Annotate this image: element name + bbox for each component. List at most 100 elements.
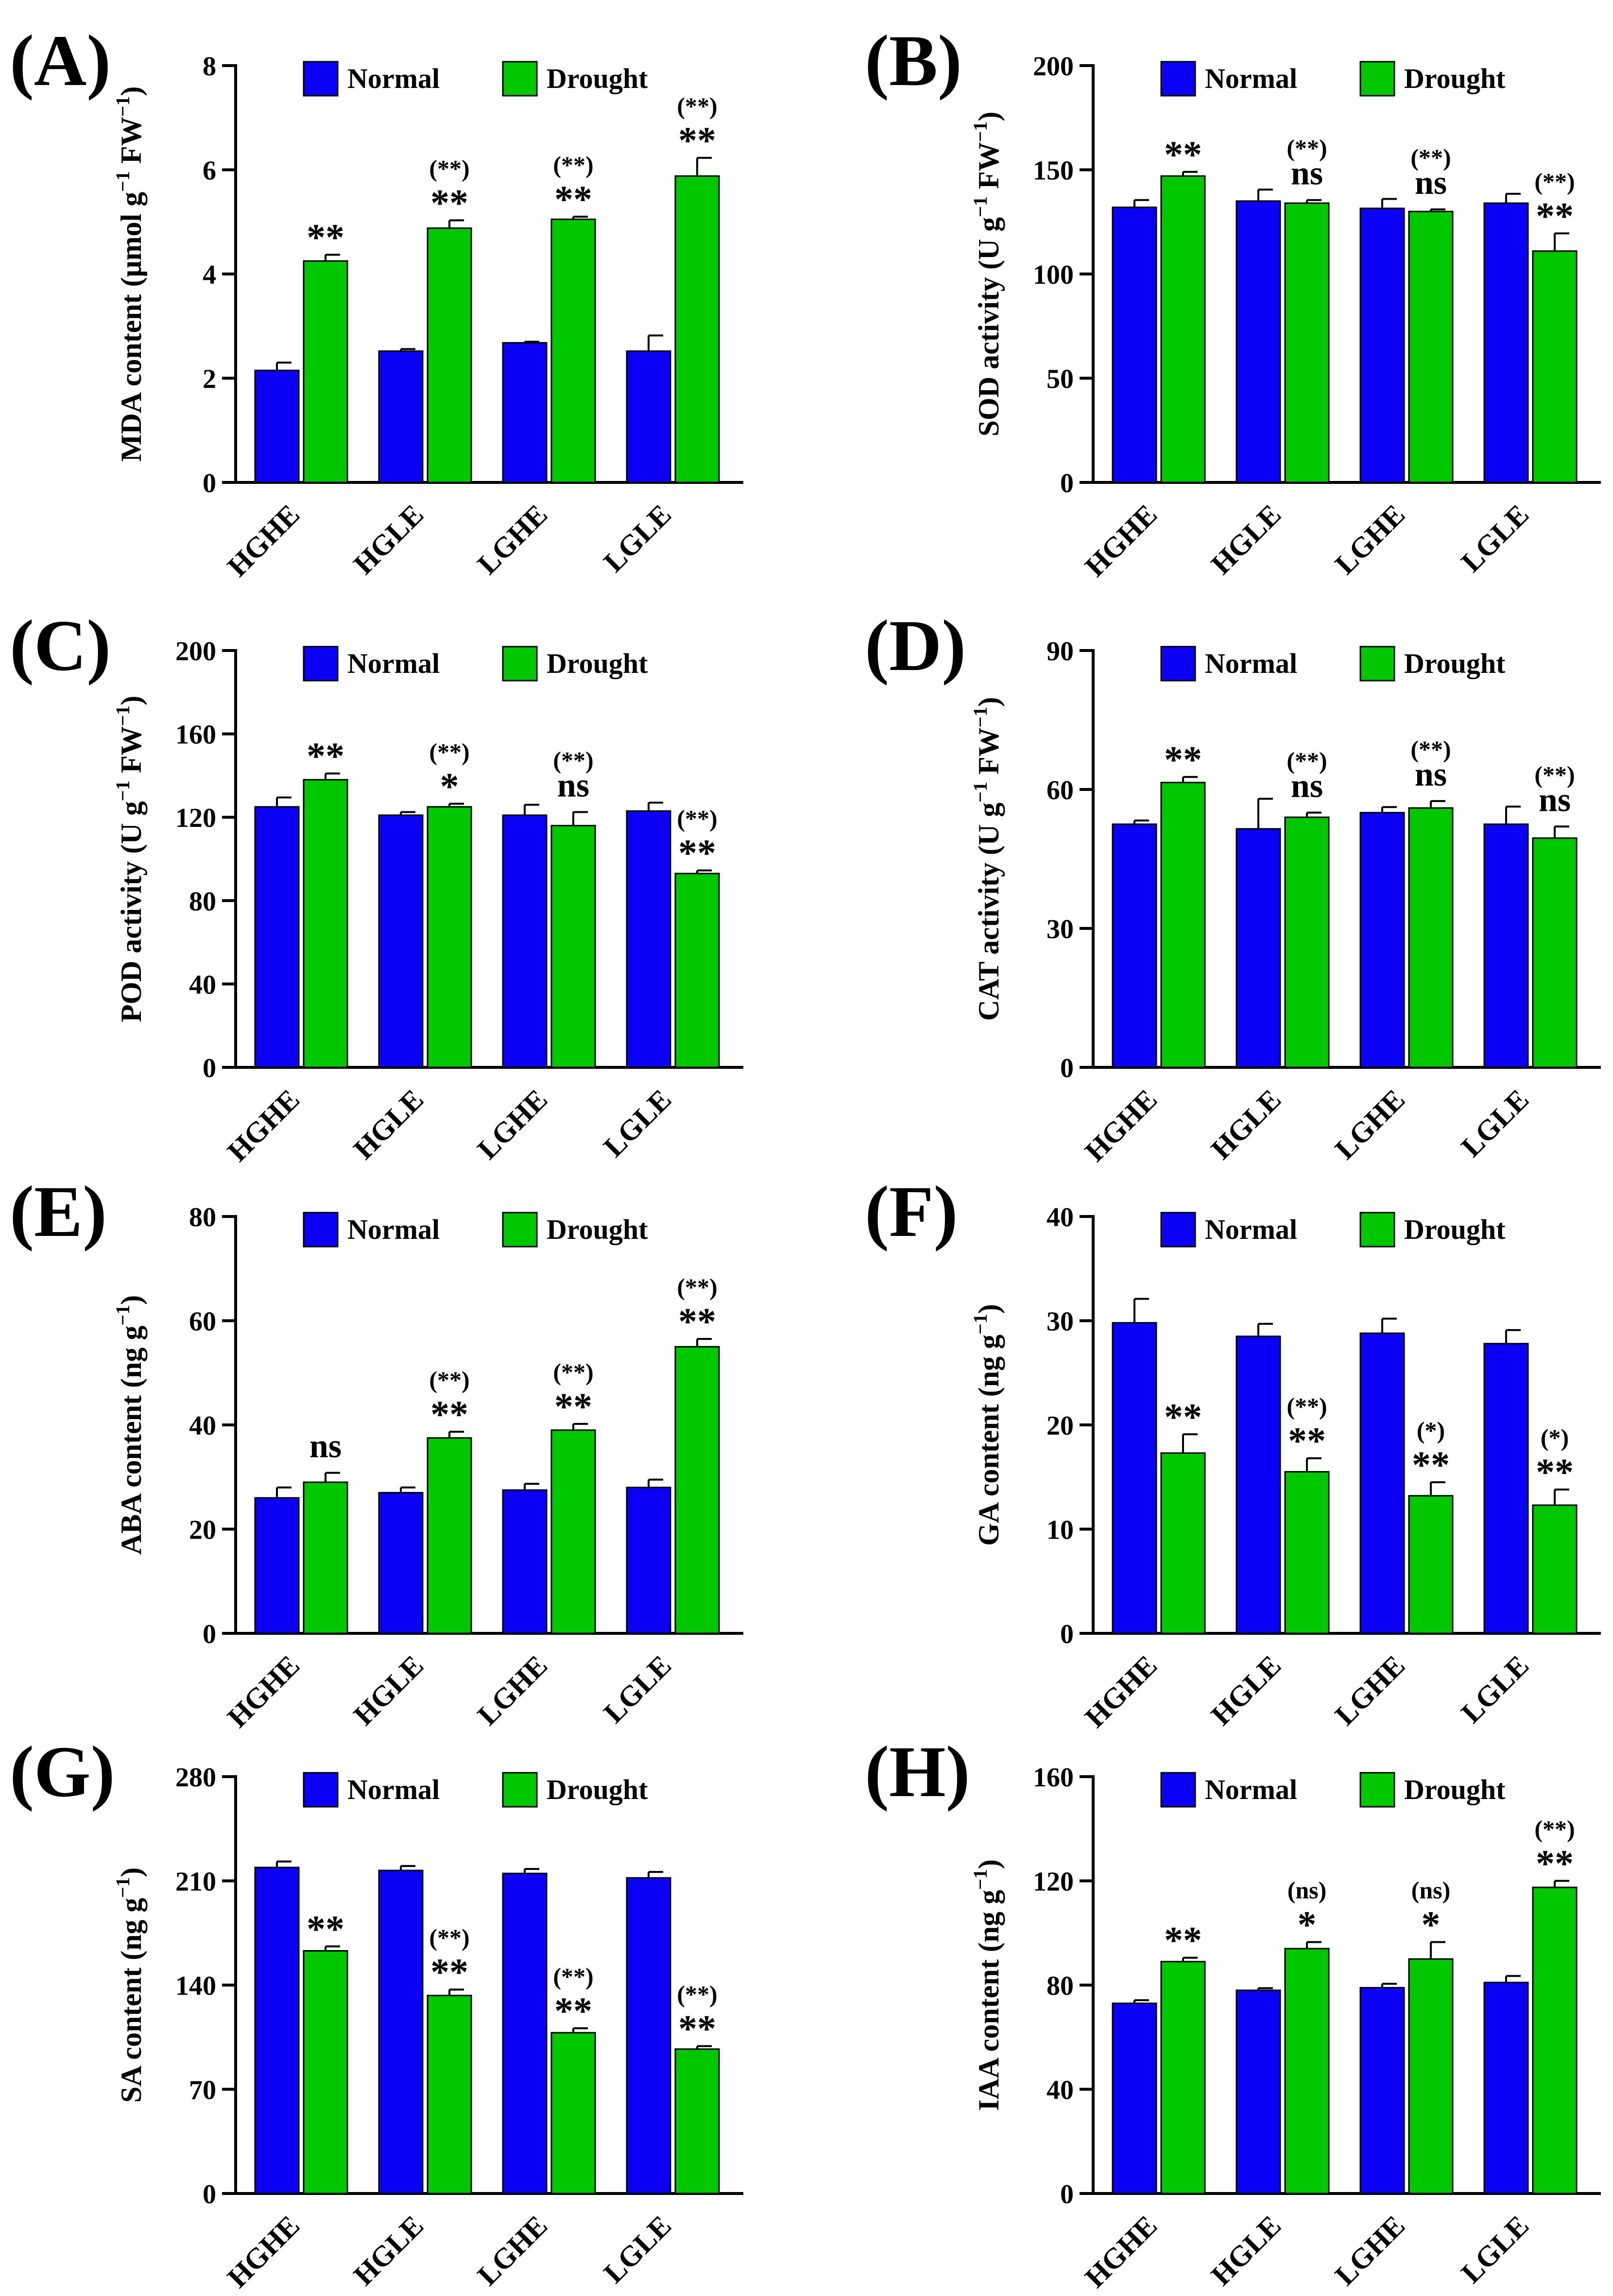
legend-normal: Normal xyxy=(303,1212,440,1248)
legend-label: Drought xyxy=(1404,63,1506,94)
significance-mark: ns xyxy=(1291,155,1323,192)
y-label-superscript: −1 xyxy=(112,1877,134,1898)
bar-drought-hgle xyxy=(427,806,472,1068)
y-label-superscript: −1 xyxy=(112,780,134,801)
y-label-part: GA content (ng g xyxy=(973,1335,1005,1546)
bar-normal-hgle xyxy=(1235,828,1281,1068)
significance-mark: ** xyxy=(1412,1443,1450,1486)
panel-label: (D) xyxy=(865,605,966,686)
legend-drought: Drought xyxy=(1359,1772,1506,1808)
error-bar xyxy=(1133,199,1149,207)
bar-normal-hghe xyxy=(254,806,300,1068)
error-bar xyxy=(276,361,292,371)
significance-paren: (ns) xyxy=(1411,1877,1451,1904)
x-category-label: HGLE xyxy=(347,1083,429,1165)
bar-drought-hgle xyxy=(1284,816,1330,1068)
error-bar xyxy=(325,1472,340,1482)
y-label-part: MDA content (μmol g xyxy=(115,192,147,462)
panel-label: (G) xyxy=(10,1731,115,1812)
error-bar xyxy=(1182,1433,1198,1453)
x-category-label: LGHE xyxy=(471,498,553,581)
x-category-label: LGHE xyxy=(471,1083,553,1165)
bar-drought-hgle xyxy=(1284,202,1330,483)
y-label-part: FW xyxy=(973,727,1005,782)
y-label-part: ABA content (ng g xyxy=(115,1326,147,1555)
y-tick-label: 0 xyxy=(203,468,216,498)
error-bar xyxy=(648,802,663,811)
significance-mark: ns xyxy=(1415,756,1447,793)
bar-normal-lghe xyxy=(502,1489,548,1634)
error-bar xyxy=(448,803,464,807)
bar-drought-hgle xyxy=(427,1994,472,2194)
significance-paren: (**) xyxy=(429,1366,469,1393)
error-bar xyxy=(325,772,340,780)
x-category-label: LGHE xyxy=(1329,1649,1411,1731)
legend-drought: Drought xyxy=(1359,646,1506,682)
bar-drought-hgle xyxy=(427,227,472,483)
bar-normal-lgle xyxy=(1483,1343,1529,1634)
significance-paren: (**) xyxy=(1410,736,1451,763)
y-label-part: POD activity (U g xyxy=(115,801,147,1022)
y-label-superscript: −1 xyxy=(969,707,991,728)
bar-drought-lgle xyxy=(1532,1504,1578,1634)
significance-paren: (**) xyxy=(1534,168,1575,195)
bar-normal-hghe xyxy=(254,369,300,483)
bar-normal-lgle xyxy=(626,1487,671,1634)
error-bar xyxy=(1306,1941,1321,1949)
legend-label: Normal xyxy=(1205,1214,1297,1245)
bar-normal-hgle xyxy=(378,1491,424,1634)
error-bar xyxy=(400,1865,415,1871)
bar-normal-lghe xyxy=(1359,812,1405,1068)
legend-label: Drought xyxy=(1404,648,1506,679)
bar-drought-lghe xyxy=(1408,807,1454,1068)
y-tick-label: 60 xyxy=(189,1307,216,1337)
significance-mark: ** xyxy=(1288,1420,1326,1462)
bar-normal-lgle xyxy=(1483,202,1529,483)
y-label-part: ) xyxy=(115,1295,147,1305)
significance-mark: * xyxy=(1422,1903,1441,1946)
legend-label: Normal xyxy=(1205,1774,1297,1805)
panel-label: (F) xyxy=(865,1171,958,1252)
y-label-part: FW xyxy=(115,117,147,171)
panel-label: (H) xyxy=(865,1731,970,1812)
bar-normal-hghe xyxy=(1112,2003,1157,2194)
error-bar xyxy=(1381,198,1397,208)
x-category-label: LGLE xyxy=(598,1649,678,1730)
significance-paren: (**) xyxy=(429,155,469,182)
legend-swatch xyxy=(1160,1772,1196,1808)
x-category-label: HGHE xyxy=(221,1083,306,1168)
error-bar xyxy=(524,1483,539,1491)
legend-label: Normal xyxy=(347,1774,440,1805)
error-bar xyxy=(696,1338,712,1347)
x-category-label: HGLE xyxy=(1205,1083,1287,1165)
significance-paren: (*) xyxy=(1541,1424,1569,1451)
legend-label: Normal xyxy=(347,1214,440,1245)
significance-mark: ** xyxy=(307,216,344,258)
significance-mark: ** xyxy=(307,735,344,777)
error-bar xyxy=(1381,806,1397,813)
bar-drought-lghe xyxy=(1408,1495,1454,1634)
error-bar xyxy=(1430,800,1445,808)
y-tick-label: 40 xyxy=(1047,1202,1074,1233)
significance-paren: (**) xyxy=(1287,747,1327,774)
legend-label: Normal xyxy=(347,63,440,94)
y-tick-label: 0 xyxy=(203,1053,216,1083)
bar-drought-hgle xyxy=(1284,1471,1330,1634)
legend-label: Drought xyxy=(547,1774,648,1805)
error-bar xyxy=(1430,208,1445,212)
bar-drought-lghe xyxy=(550,218,596,483)
legend-swatch xyxy=(502,646,538,682)
y-tick-label: 80 xyxy=(189,1202,216,1233)
error-bar xyxy=(1554,825,1569,839)
panel-label: (B) xyxy=(865,20,962,101)
error-bar xyxy=(1505,192,1521,204)
error-bar xyxy=(1430,1481,1445,1496)
significance-mark: ** xyxy=(1536,194,1574,237)
significance-mark: ns xyxy=(557,767,589,804)
error-bar xyxy=(1182,1956,1198,1962)
y-tick-label: 6 xyxy=(203,156,216,186)
x-category-label: LGHE xyxy=(1329,498,1411,581)
y-tick-label: 90 xyxy=(1047,636,1074,667)
legend-swatch xyxy=(1359,1212,1395,1248)
